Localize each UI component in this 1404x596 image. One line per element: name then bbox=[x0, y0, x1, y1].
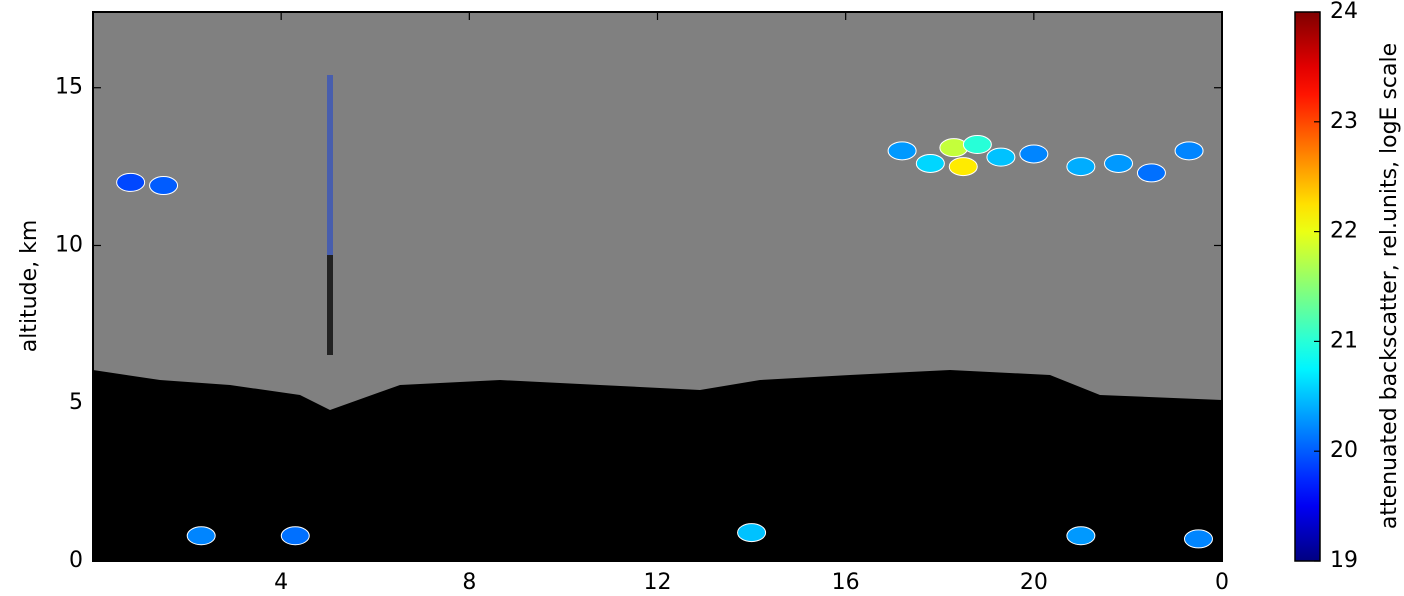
cloud-cell bbox=[887, 141, 917, 161]
cloud-cell bbox=[1066, 157, 1096, 177]
cloud-cell bbox=[280, 526, 310, 546]
cloud-cell bbox=[149, 176, 179, 196]
cloud-cell bbox=[986, 147, 1016, 167]
cloud-cell bbox=[186, 526, 216, 546]
cloud-cell bbox=[1019, 144, 1049, 164]
y-tick-label: 10 bbox=[55, 232, 83, 257]
cloud-cell bbox=[948, 157, 978, 177]
cloud-cell bbox=[1066, 526, 1096, 546]
x-tick-label: 8 bbox=[462, 570, 476, 595]
cloud-cell bbox=[962, 135, 992, 155]
y-axis-label: altitude, km bbox=[17, 220, 42, 353]
cloud-cell bbox=[1136, 163, 1166, 183]
cloud-cell bbox=[116, 172, 146, 192]
colorbar bbox=[1294, 11, 1321, 562]
cloud-cell bbox=[1183, 529, 1213, 549]
colorbar-tick-label: 19 bbox=[1330, 548, 1358, 573]
plot-background bbox=[93, 12, 1222, 561]
colorbar-label: attenuated backscatter, rel.units, logE … bbox=[1377, 43, 1402, 529]
cloud-cell bbox=[737, 523, 767, 543]
cloud-cell bbox=[1104, 153, 1134, 173]
y-tick-label: 5 bbox=[69, 390, 83, 415]
y-tick-label: 15 bbox=[55, 75, 83, 100]
colorbar-tick-label: 23 bbox=[1330, 109, 1358, 134]
x-tick-label: 12 bbox=[644, 570, 672, 595]
colorbar-tick-label: 20 bbox=[1330, 438, 1358, 463]
x-tick-label: 4 bbox=[274, 570, 288, 595]
x-tick-label: 0 bbox=[1215, 570, 1229, 595]
y-tick-label: 0 bbox=[69, 548, 83, 573]
colorbar-tick-label: 22 bbox=[1330, 219, 1358, 244]
x-tick-label: 16 bbox=[832, 570, 860, 595]
colorbar-tick-label: 21 bbox=[1330, 328, 1358, 353]
cloud-cell bbox=[915, 153, 945, 173]
colorbar-tick-label: 24 bbox=[1330, 0, 1358, 24]
cloud-cell bbox=[1174, 141, 1204, 161]
x-tick-label: 20 bbox=[1020, 570, 1048, 595]
